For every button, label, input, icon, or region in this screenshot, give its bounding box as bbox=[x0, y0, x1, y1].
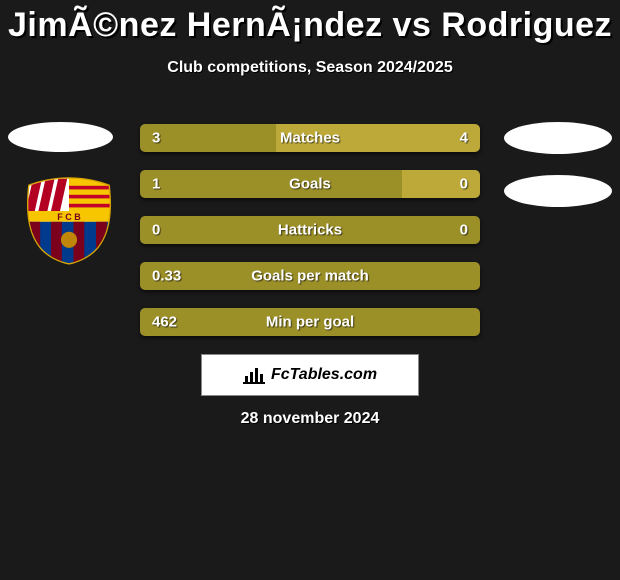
stat-value-left: 0 bbox=[152, 222, 160, 239]
page-title: JimÃ©nez HernÃ¡ndez vs Rodriguez bbox=[0, 0, 620, 45]
stat-row: 462 Min per goal bbox=[140, 308, 480, 336]
stat-label: Hattricks bbox=[278, 222, 342, 239]
stat-value-left: 462 bbox=[152, 314, 177, 331]
comparison-bars: 3 4 Matches 1 0 Goals 0 0 Hattricks 0.33 Goals per… bbox=[140, 124, 480, 354]
svg-text:F C B: F C B bbox=[57, 212, 81, 222]
club-badge-right-placeholder-1 bbox=[504, 122, 612, 154]
stat-row: 1 0 Goals bbox=[140, 170, 480, 198]
bar-chart-icon bbox=[243, 366, 265, 384]
brand-text: FcTables.com bbox=[271, 366, 377, 384]
stat-label: Min per goal bbox=[266, 314, 354, 331]
fctables-brand: FcTables.com bbox=[201, 354, 419, 396]
stat-value-left: 3 bbox=[152, 130, 160, 147]
stat-value-left: 0.33 bbox=[152, 268, 181, 285]
club-badge-left-placeholder bbox=[8, 122, 113, 152]
subtitle: Club competitions, Season 2024/2025 bbox=[0, 59, 620, 77]
stat-value-right: 0 bbox=[460, 222, 468, 239]
stat-label: Goals per match bbox=[251, 268, 369, 285]
stat-label: Matches bbox=[280, 130, 340, 147]
stat-label: Goals bbox=[289, 176, 331, 193]
stat-value-left: 1 bbox=[152, 176, 160, 193]
stat-row: 3 4 Matches bbox=[140, 124, 480, 152]
stat-value-right: 0 bbox=[460, 176, 468, 193]
stat-row: 0.33 Goals per match bbox=[140, 262, 480, 290]
stat-row: 0 0 Hattricks bbox=[140, 216, 480, 244]
club-badge-right-placeholder-2 bbox=[504, 175, 612, 207]
date-label: 28 november 2024 bbox=[0, 410, 620, 428]
stat-value-right: 4 bbox=[460, 130, 468, 147]
fcb-crest: F C B bbox=[24, 175, 114, 265]
